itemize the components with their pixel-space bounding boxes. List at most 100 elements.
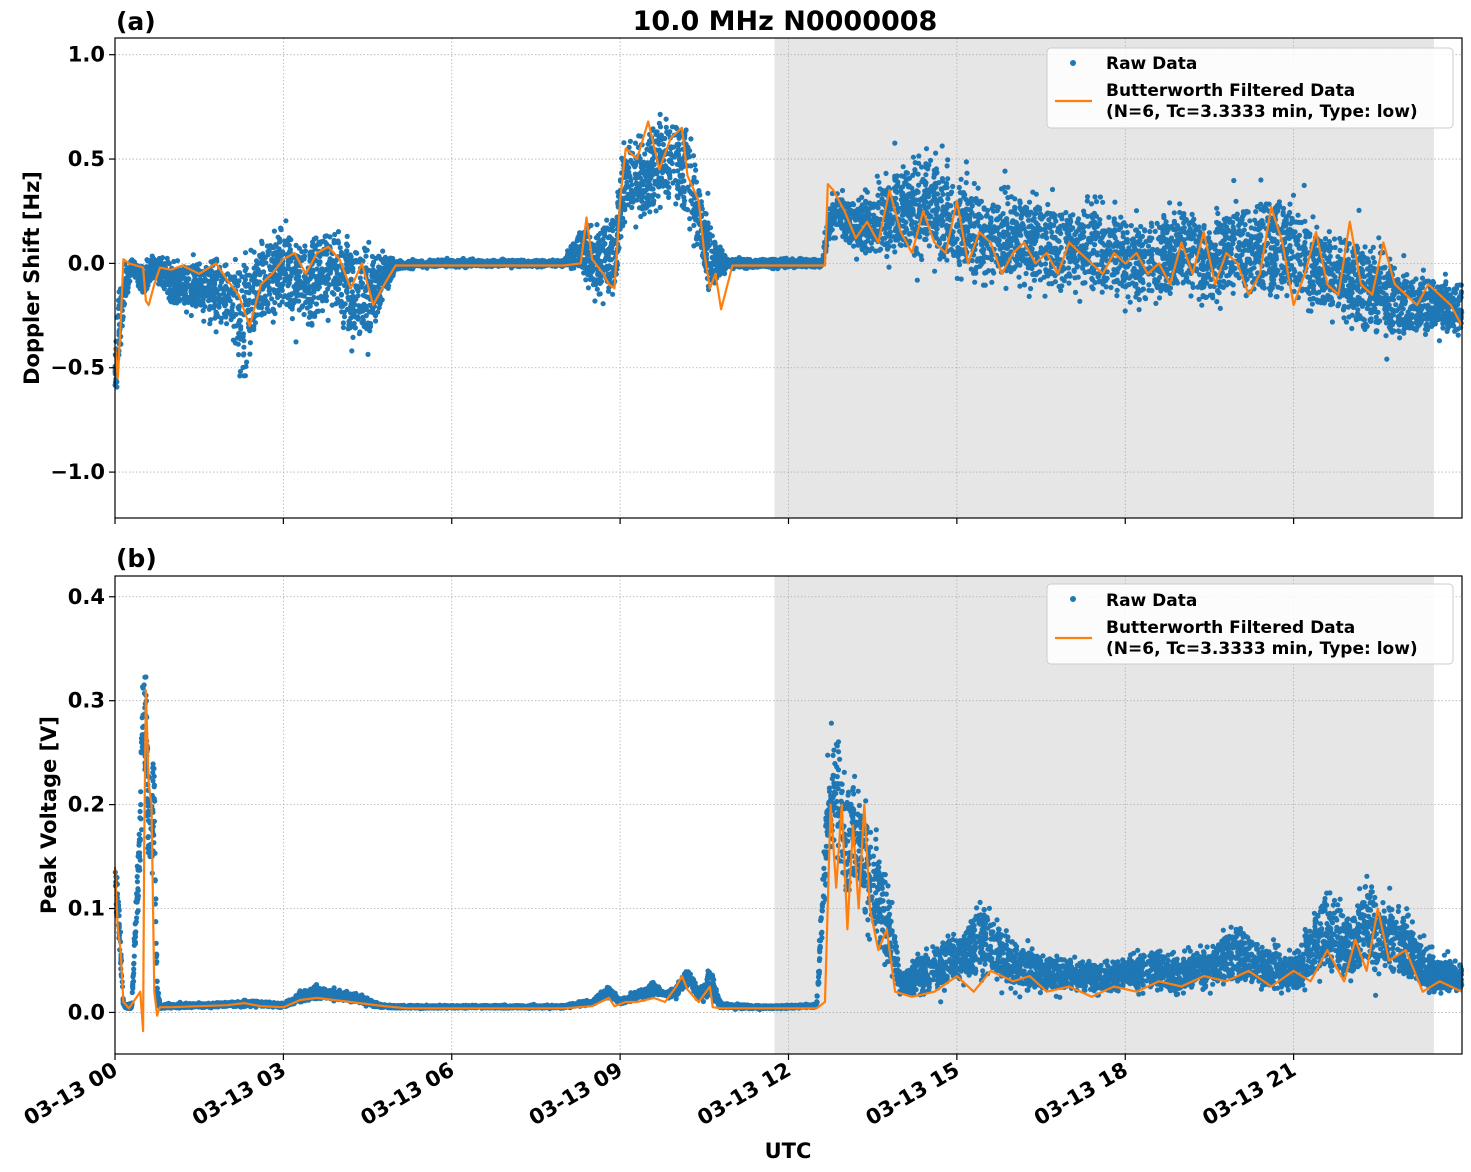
raw-data-point (247, 351, 253, 357)
raw-data-point (1037, 277, 1044, 283)
raw-data-point (975, 185, 981, 191)
raw-data-point (339, 309, 345, 315)
raw-data-point (1146, 237, 1152, 243)
figure-title: 10.0 MHz N0000008 (633, 6, 938, 37)
raw-data-point (1031, 240, 1037, 247)
raw-data-point (1127, 299, 1133, 305)
raw-data-point (275, 234, 281, 240)
raw-data-point (1025, 217, 1032, 223)
raw-data-point (201, 318, 207, 324)
raw-data-point (928, 157, 934, 163)
raw-data-point (568, 265, 574, 272)
raw-data-point (937, 256, 943, 262)
raw-data-point (1001, 234, 1007, 240)
raw-data-point (242, 297, 248, 303)
raw-data-point (879, 201, 885, 207)
raw-data-point (916, 182, 922, 188)
raw-data-point (259, 240, 265, 247)
raw-data-point (243, 363, 249, 370)
raw-data-point (301, 311, 307, 318)
raw-data-point (1287, 201, 1293, 207)
raw-data-point (1206, 230, 1212, 236)
raw-data-point (1331, 236, 1338, 242)
raw-data-point (232, 256, 238, 263)
raw-data-point (1287, 209, 1293, 216)
raw-data-point (1302, 256, 1308, 262)
raw-data-point (1167, 290, 1173, 296)
raw-data-point (601, 265, 607, 271)
raw-data-point (241, 373, 247, 379)
raw-data-point (877, 186, 883, 192)
raw-data-point (251, 249, 257, 255)
raw-data-point (1142, 295, 1148, 301)
raw-data-point (1063, 209, 1069, 216)
raw-data-point (583, 277, 589, 283)
raw-data-point (693, 167, 699, 173)
raw-data-point (1094, 252, 1100, 258)
raw-data-point (957, 189, 963, 196)
raw-data-point (892, 249, 898, 255)
raw-data-point (899, 212, 905, 218)
raw-data-point (1211, 262, 1217, 268)
raw-data-point (1066, 280, 1072, 286)
raw-data-point (903, 225, 909, 231)
raw-data-point (1310, 214, 1316, 220)
raw-data-point (1309, 301, 1315, 307)
raw-data-point (188, 312, 194, 319)
raw-data-point (1120, 230, 1126, 236)
raw-data-point (1084, 194, 1091, 200)
raw-data-point (1401, 253, 1407, 259)
raw-data-point (270, 319, 276, 325)
raw-data-point (851, 243, 857, 249)
raw-data-point (644, 172, 650, 178)
raw-data-point (1118, 214, 1124, 220)
raw-data-point (934, 202, 940, 208)
raw-data-point (1120, 234, 1126, 240)
raw-data-point (832, 235, 839, 241)
raw-data-point (242, 250, 249, 256)
raw-data-point (1419, 275, 1426, 281)
raw-data-point (956, 184, 962, 191)
raw-data-point (858, 238, 864, 245)
raw-data-point (1177, 201, 1183, 207)
raw-data-point (313, 301, 320, 307)
raw-data-point (883, 170, 889, 176)
raw-data-point (246, 290, 252, 296)
raw-data-point (1112, 199, 1118, 205)
raw-data-point (214, 256, 220, 262)
raw-data-point (1370, 244, 1376, 250)
raw-data-point (1042, 293, 1048, 299)
raw-data-point (237, 368, 243, 375)
raw-data-point (278, 225, 284, 231)
raw-data-point (1093, 199, 1100, 205)
raw-data-point (1217, 305, 1223, 311)
raw-data-point (236, 352, 242, 358)
raw-data-point (1156, 295, 1163, 301)
raw-data-point (1305, 308, 1312, 314)
raw-data-point (1215, 210, 1221, 217)
raw-data-point (1032, 234, 1038, 240)
raw-data-point (1221, 278, 1227, 284)
raw-data-point (687, 216, 693, 222)
raw-data-point (335, 229, 342, 235)
raw-data-point (1367, 248, 1374, 254)
raw-data-point (231, 314, 237, 320)
raw-data-point (380, 248, 386, 254)
raw-data-point (585, 285, 592, 291)
raw-data-point (900, 164, 906, 170)
raw-data-point (692, 162, 698, 168)
raw-data-point (289, 316, 295, 322)
raw-data-point (1337, 247, 1343, 253)
raw-data-point (1081, 208, 1087, 214)
raw-data-point (1291, 288, 1297, 294)
raw-data-point (1114, 293, 1120, 299)
raw-data-point (939, 143, 945, 149)
raw-data-point (983, 269, 989, 275)
raw-data-point (963, 180, 969, 186)
raw-data-point (1055, 256, 1061, 262)
raw-data-point (621, 140, 627, 146)
raw-data-point (1314, 224, 1320, 230)
raw-data-point (989, 279, 995, 285)
raw-data-point (1292, 278, 1298, 284)
raw-data-point (1332, 244, 1338, 251)
